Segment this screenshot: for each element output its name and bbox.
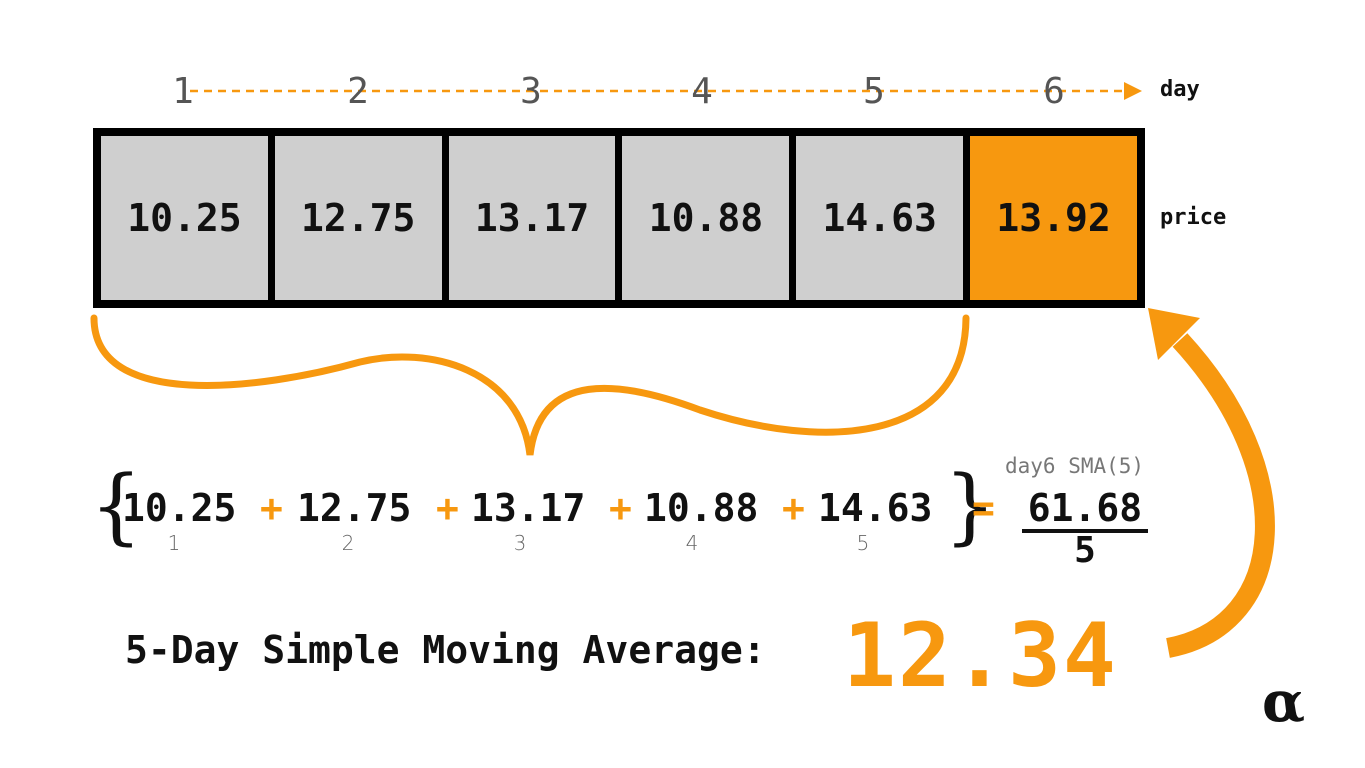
term-subscript-1: 1 [167, 531, 181, 555]
formula-term-4: 10.88 [644, 486, 759, 530]
fraction-caption: day6 SMA(5) [1005, 454, 1145, 478]
formula-close-brace: } [944, 459, 997, 554]
plus-sign: + [609, 486, 632, 530]
term-subscript-5: 5 [856, 531, 870, 555]
day-number-5: 5 [863, 71, 885, 112]
day-axis-label: day [1160, 77, 1200, 102]
price-cell-day-2: 12.75 [274, 136, 442, 300]
day-number-6: 6 [1043, 71, 1065, 112]
alpha-logo: α [1262, 669, 1306, 735]
price-axis-label: price [1160, 205, 1227, 230]
term-subscript-2: 2 [341, 531, 355, 555]
price-cell-day-6: 13.92 [970, 136, 1137, 300]
price-row: 10.25 12.75 13.17 10.88 14.63 13.92 [93, 128, 1145, 308]
day-number-2: 2 [347, 71, 369, 112]
formula-term-3: 13.17 [471, 486, 586, 530]
result-value: 12.34 [843, 604, 1118, 707]
day-number-1: 1 [172, 71, 194, 112]
term-subscript-3: 3 [513, 531, 527, 555]
price-cell-day-1: 10.25 [101, 136, 268, 300]
result-arrow-head [1148, 308, 1200, 360]
fraction-numerator: 61.68 [1027, 486, 1143, 530]
formula-term-2: 12.75 [297, 486, 412, 530]
price-cell-day-3: 13.17 [448, 136, 616, 300]
day-number-3: 3 [520, 71, 542, 112]
plus-sign: + [782, 486, 805, 530]
price-cell-day-4: 10.88 [622, 136, 790, 300]
formula-term-1: 10.25 [122, 486, 237, 530]
price-cell-day-5: 14.63 [796, 136, 964, 300]
equals-sign: = [972, 486, 995, 530]
fraction-denominator: 5 [1074, 530, 1096, 571]
formula-term-5: 14.63 [818, 486, 933, 530]
plus-sign: + [260, 486, 283, 530]
day-axis-arrow [190, 82, 1142, 100]
day-number-4: 4 [691, 71, 713, 112]
grouping-brace [90, 314, 970, 456]
plus-sign: + [436, 486, 459, 530]
result-arrow-tail [1145, 630, 1159, 658]
formula-open-brace: { [90, 459, 143, 554]
term-subscript-4: 4 [685, 531, 699, 555]
result-label: 5-Day Simple Moving Average: [125, 628, 766, 672]
result-arrow [1165, 333, 1275, 658]
fraction-bar [1022, 529, 1148, 533]
